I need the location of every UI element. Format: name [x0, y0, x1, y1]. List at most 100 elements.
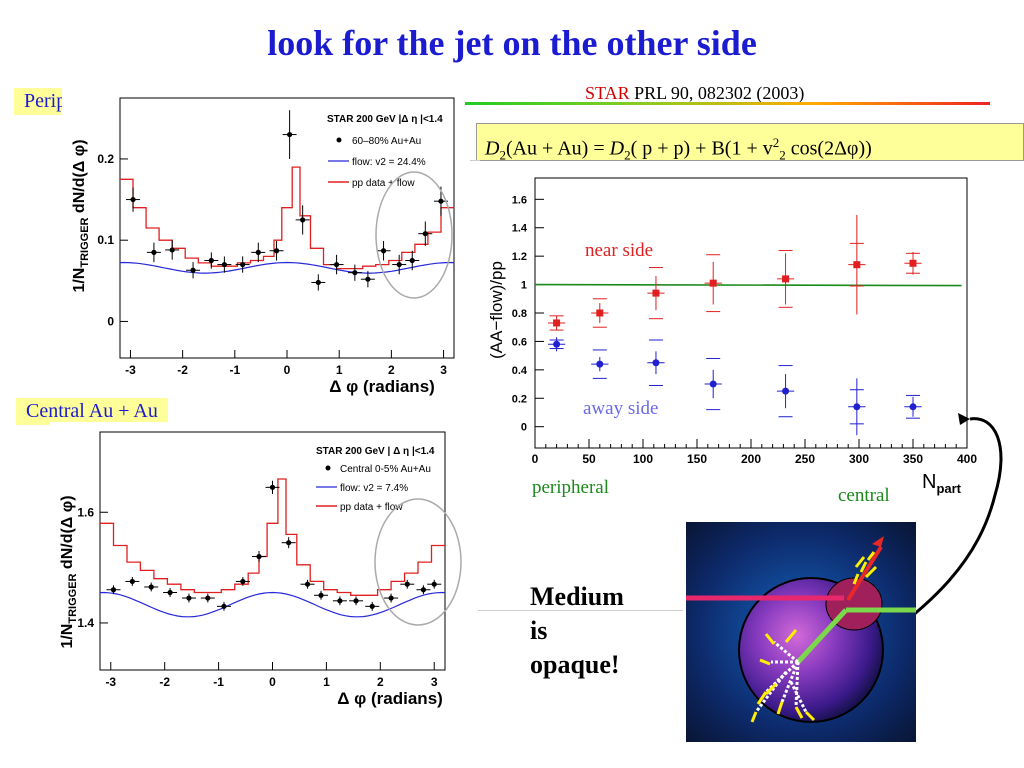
y-tick-label: 0.8	[512, 308, 527, 320]
near-side-label: near side	[585, 240, 653, 261]
central-label: central	[838, 485, 890, 506]
data-point	[110, 587, 117, 593]
x-tick-label: -1	[229, 363, 240, 377]
near-side-point	[709, 279, 717, 287]
legend-points: Central 0-5% Au+Au	[340, 464, 431, 475]
formula-aa: (Au + Au) =	[505, 137, 610, 160]
legend-pp: pp data + flow	[340, 502, 403, 513]
x-axis-label: Δ φ (radians)	[337, 689, 443, 708]
near-jet-particles	[852, 551, 878, 585]
x-tick-label: -1	[213, 675, 224, 689]
y-tick-label: 1.4	[77, 616, 94, 630]
near-side-point	[782, 275, 790, 283]
x-axis-label: Δ φ (radians)	[329, 377, 435, 396]
formula-box: D2(Au + Au) = D2( p + p) + B(1 + v22 cos…	[476, 123, 1024, 163]
data-point	[286, 540, 292, 546]
x-tick-label: 100	[633, 452, 653, 466]
x-tick-label: 0	[532, 452, 539, 466]
data-point	[190, 267, 196, 273]
y-axis-label: 1/NTRIGGER dN/d(Δ φ)	[59, 495, 79, 648]
data-point	[409, 257, 415, 264]
chart-background	[50, 422, 470, 717]
peripheral-label: peripheral	[532, 477, 609, 498]
away-side-point	[782, 387, 790, 395]
data-point	[404, 581, 410, 587]
x-tick-label: 3	[431, 675, 438, 689]
y-tick-label: 0.2	[512, 393, 527, 405]
data-point	[352, 270, 358, 276]
x-tick-label: -3	[105, 675, 116, 689]
highlight-ellipse	[375, 171, 453, 299]
x-tick-label: 0	[269, 675, 276, 689]
citation-star: STAR	[585, 83, 630, 103]
near-jet-arrowhead	[872, 536, 884, 547]
near-side-point	[909, 259, 917, 267]
data-point	[221, 261, 227, 268]
formula-d2: D	[609, 137, 625, 160]
near-side-point	[652, 289, 660, 297]
near-side-point	[596, 309, 604, 317]
near-jet-line	[846, 545, 883, 602]
formula-sub: 2	[499, 147, 506, 163]
data-point	[256, 553, 262, 560]
medium-line: opaque!	[530, 650, 620, 679]
near-side-point	[853, 261, 861, 269]
y-tick-label: 1	[521, 280, 527, 292]
data-point	[337, 598, 343, 604]
x-tick-label: 300	[849, 452, 869, 466]
away-jet-line	[796, 608, 848, 664]
plot-area: 0 50 100 150 200 250 300 350 400 0 0.2 0.4 0.6 0.8 1 1.…	[512, 177, 977, 466]
medium-opaque-text: Medium is opaque!	[530, 580, 680, 682]
legend-point-marker	[336, 137, 342, 143]
data-point	[388, 595, 394, 601]
y-tick-label: 1.6	[512, 194, 527, 206]
highlight-ellipse	[374, 498, 462, 626]
arrow-head-top	[958, 413, 970, 425]
data-point	[269, 484, 276, 490]
formula-d: D	[485, 137, 500, 160]
data-point	[148, 584, 154, 590]
formula-sup: 2	[772, 135, 780, 150]
citation-reference: PRL 90, 082302 (2003)	[629, 83, 805, 103]
formula-sub2: 2	[624, 147, 631, 163]
x-tick-label: -2	[159, 675, 170, 689]
data-point	[129, 578, 135, 585]
medium-line: Medium	[530, 582, 624, 611]
data-point	[273, 248, 280, 254]
medium-illustration	[686, 522, 916, 742]
x-tick-label: 0	[284, 363, 291, 377]
y-tick-label: 0	[521, 422, 527, 434]
data-point	[422, 231, 428, 237]
data-point	[151, 249, 157, 255]
central-chart: 1/NTRIGGER dN/d(Δ φ) -3 -2 -1 0 1 2 3 1.4 1.6 Δ …	[50, 422, 470, 717]
x-tick-label: -3	[125, 363, 136, 377]
data-point	[369, 603, 375, 609]
legend-header: STAR 200 GeV | Δ η |<1.4	[316, 446, 435, 457]
x-tick-label: 1	[323, 675, 330, 689]
data-point	[431, 581, 437, 587]
x-tick-label: 250	[795, 452, 815, 466]
data-point	[438, 198, 444, 204]
data-point	[380, 248, 387, 254]
peripheral-chart: 1/NTRIGGER dN/d(Δ φ) -3 -2 -1 0 1 2 3 0 0.1 0.2 Δ…	[62, 88, 462, 398]
data-point	[205, 595, 211, 601]
away-side-point	[709, 380, 717, 388]
legend-flow: flow: v2 = 7.4%	[340, 483, 408, 494]
data-point	[304, 581, 311, 587]
data-point	[315, 279, 321, 286]
medium-line: is	[530, 616, 548, 645]
chart-background	[62, 88, 462, 398]
legend: STAR 200 GeV | Δ η |<1.4 Central 0-5% Au…	[316, 446, 435, 513]
ratio-chart: (AA−flow)/pp 0 50 100 150 200 250 300 350 400 0 0.…	[480, 170, 980, 515]
near-side-point	[553, 319, 561, 327]
away-jet-arrowheads	[750, 629, 816, 723]
data-point	[240, 261, 246, 268]
legend-header: STAR 200 GeV |Δ η |<1.4	[327, 114, 443, 125]
y-tick-label: 1.2	[512, 251, 527, 263]
x-tick-label: 2	[388, 363, 395, 377]
data-point	[221, 603, 227, 609]
slide-title: look for the jet on the other side	[267, 23, 757, 63]
citation: STAR PRL 90, 082302 (2003)	[585, 83, 804, 104]
data-point	[255, 249, 261, 255]
pp-flow-histogram	[120, 166, 454, 270]
